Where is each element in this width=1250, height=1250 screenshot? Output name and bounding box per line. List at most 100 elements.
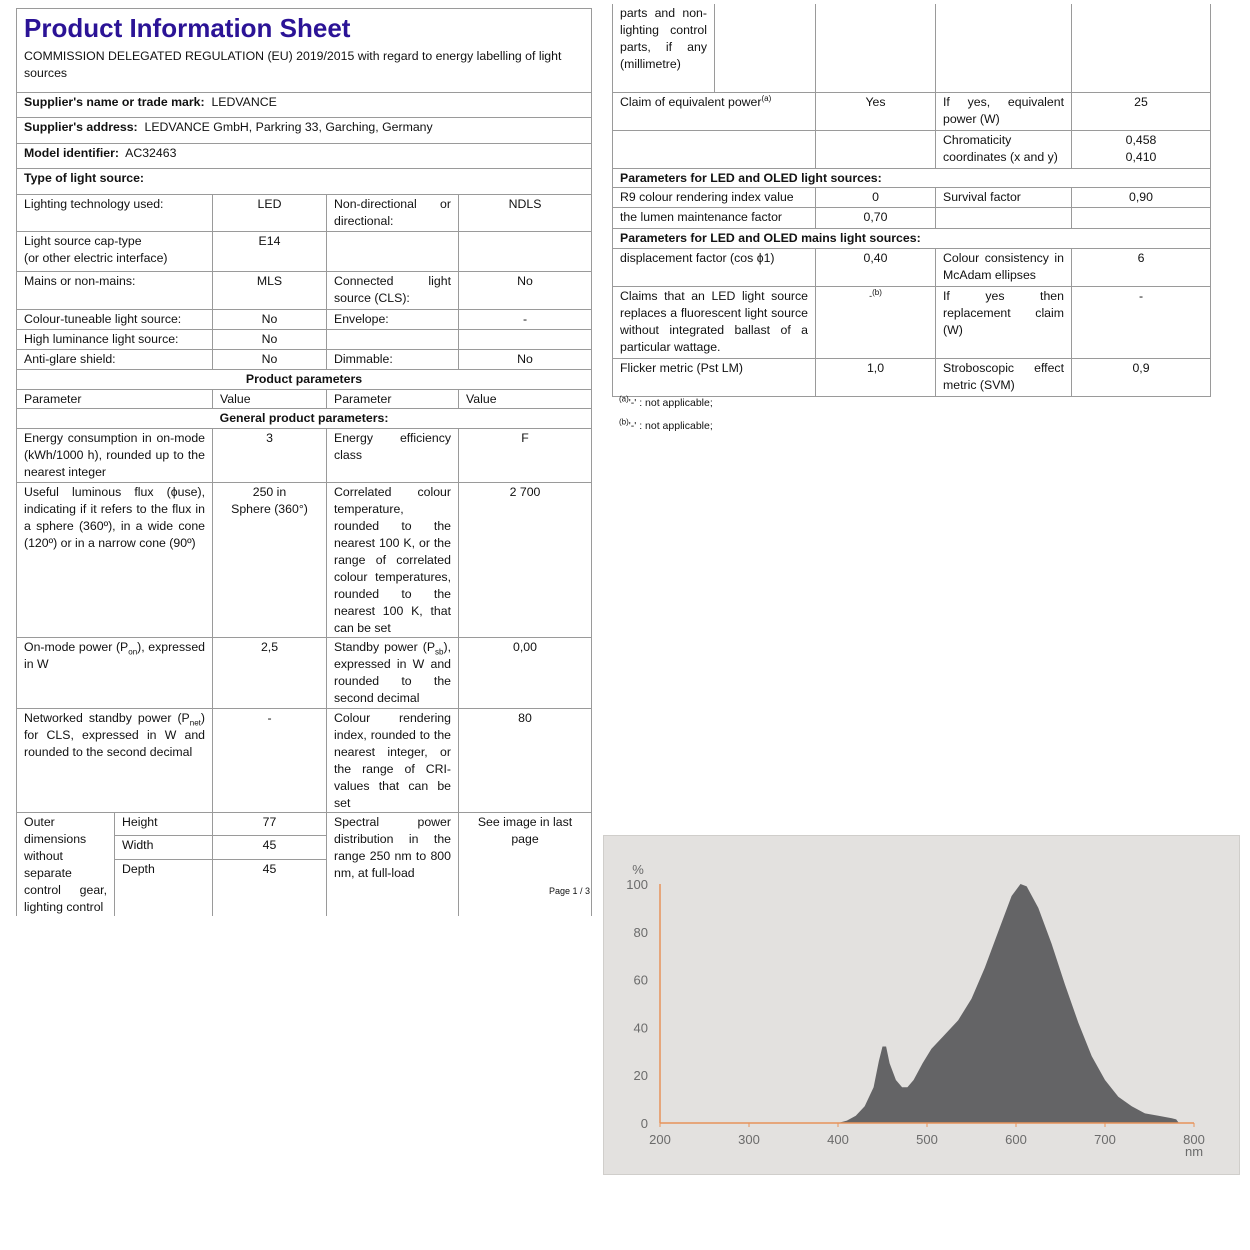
param-label: High luminance light source: <box>16 329 213 350</box>
supplier-address-row: Supplier's address: LEDVANCE GmbH, Parkr… <box>15 117 593 144</box>
param-value: 0 <box>815 186 936 208</box>
param-value: 2 700 <box>457 482 593 638</box>
label-subscript: net <box>189 718 201 728</box>
param-value: NDLS <box>457 194 593 232</box>
spectrum-area <box>838 884 1179 1123</box>
table-row: Light source cap-type (or other electric … <box>16 231 593 272</box>
table-row: Lighting technology used: LED Non-directio… <box>16 194 593 232</box>
param-value: 0,00 <box>457 637 593 709</box>
param-value <box>457 329 593 350</box>
table-row: the lumen maintenance factor 0,70 <box>612 206 1211 229</box>
depth-value: 45 <box>212 859 327 916</box>
x-tick-label: 200 <box>649 1132 671 1147</box>
param-label: displacement factor (cos ϕ1) <box>612 247 816 287</box>
table-row: Energy consumption in on-mode (kWh/1000 … <box>16 428 593 483</box>
x-tick-label: 400 <box>827 1132 849 1147</box>
param-label: If yes, equivalent power (W) <box>935 91 1072 131</box>
empty-cell <box>815 4 936 93</box>
width-value: 45 <box>212 835 327 861</box>
x-axis-label: nm <box>1185 1144 1203 1159</box>
table-row: Claims that an LED light source replaces… <box>612 285 1211 359</box>
param-value: F <box>457 428 593 483</box>
y-tick-label: 100 <box>626 877 648 892</box>
param-label: Stroboscopic effect metric (SVM) <box>935 357 1072 397</box>
chromaticity-x: 0,458 <box>1125 132 1157 147</box>
table-row: Mains or non-mains: MLS Connected light so… <box>16 271 593 310</box>
product-info-table-left: Product Information Sheet COMMISSION DEL… <box>15 8 593 916</box>
dimensions-label: Outer dimensions without separate contro… <box>16 812 115 916</box>
table-row: On-mode power (Pon), expressed in W 2,5 St… <box>16 637 593 709</box>
param-label: On-mode power (Pon), expressed in W <box>16 637 213 709</box>
mains-parameters-heading: Parameters for LED and OLED mains light … <box>612 227 1211 249</box>
param-label: Connected light source (CLS): <box>326 271 459 310</box>
empty-cell <box>935 4 1072 93</box>
param-label: Energy efficiency class <box>326 428 459 483</box>
param-value: See image in last page <box>457 812 593 916</box>
label-subscript: on <box>128 647 138 657</box>
footnote-ref: (a) <box>761 93 772 103</box>
label-text: Standby power (P <box>334 640 436 654</box>
param-label: the lumen maintenance factor <box>612 206 816 229</box>
product-info-table-right: parts and non-lighting control parts, if… <box>612 4 1211 397</box>
param-label: Light source cap-type (or other electric … <box>16 231 213 272</box>
footnote-ref: (b) <box>872 287 882 297</box>
table-row: Useful luminous flux (ϕuse), indicating … <box>16 482 593 638</box>
label-subscript: sb <box>435 647 444 657</box>
empty-cell <box>714 4 816 93</box>
param-value: 3 <box>212 428 327 483</box>
param-value: 1,0 <box>815 357 936 397</box>
regulation-text: COMMISSION DELEGATED REGULATION (EU) 201… <box>24 49 562 80</box>
column-header-parameter: Parameter <box>16 389 213 409</box>
param-label: Colour rendering index, rounded to the n… <box>326 708 459 813</box>
supplier-address: LEDVANCE GmbH, Parkring 33, Garching, Ge… <box>144 120 433 134</box>
dimensions-label-continued: parts and non-lighting control parts, if… <box>612 4 715 93</box>
table-row: Anti-glare shield: No Dimmable: No <box>16 349 593 370</box>
param-label <box>326 231 459 272</box>
supplier-name-row: Supplier's name or trade mark: LEDVANCE <box>15 92 593 118</box>
param-label: Chromaticity coordinates (x and y) <box>935 129 1072 169</box>
x-tick-label: 700 <box>1094 1132 1116 1147</box>
y-axis-label: % <box>632 862 644 877</box>
param-label <box>326 329 459 350</box>
empty-cell <box>935 206 1072 229</box>
label-text: ) for CLS, expressed in W and rounded to… <box>24 711 205 759</box>
param-value: 80 <box>457 708 593 813</box>
param-label: Lighting technology used: <box>16 194 213 232</box>
param-value: - <box>457 309 593 330</box>
table-row: parts and non-lighting control parts, if… <box>612 4 1211 93</box>
param-value: MLS <box>212 271 327 310</box>
param-label: Useful luminous flux (ϕuse), indicating … <box>16 482 213 638</box>
param-label: Standby power (Psb), expressed in W and … <box>326 637 459 709</box>
param-value: E14 <box>212 231 327 272</box>
y-tick-label: 80 <box>634 925 648 940</box>
param-label: Colour consistency in McAdam ellipses <box>935 247 1072 287</box>
width-label: Width <box>114 835 213 861</box>
general-parameters-heading: General product parameters: <box>15 408 593 429</box>
param-value: 6 <box>1071 247 1211 287</box>
table-row: R9 colour rendering index value 0 Survival… <box>612 186 1211 208</box>
table-row: displacement factor (cos ϕ1) 0,40 Colour c… <box>612 247 1211 287</box>
header-cell: Product Information Sheet COMMISSION DEL… <box>15 8 593 93</box>
depth-label: Depth <box>114 859 213 916</box>
param-value: No <box>212 309 327 330</box>
param-value: 0,90 <box>1071 186 1211 208</box>
param-label: Flicker metric (Pst LM) <box>612 357 816 397</box>
param-label: Colour-tuneable light source: <box>16 309 213 330</box>
empty-cell <box>612 129 816 169</box>
param-value: - <box>212 708 327 813</box>
param-value: 0,458 0,410 <box>1071 129 1211 169</box>
supplier-address-label: Supplier's address: <box>24 120 138 134</box>
supplier-name: LEDVANCE <box>211 95 277 109</box>
supplier-name-label: Supplier's name or trade mark: <box>24 95 205 109</box>
table-row: High luminance light source: No <box>16 329 593 350</box>
param-label: Energy consumption in on-mode (kWh/1000 … <box>16 428 213 483</box>
empty-cell <box>815 129 936 169</box>
label-text: Networked standby power (P <box>24 711 190 725</box>
flux-value: 250 in <box>252 485 287 499</box>
label-text: ), expressed in W <box>24 640 205 671</box>
param-value: 0,9 <box>1071 357 1211 397</box>
label-text: On-mode power (P <box>24 640 129 654</box>
y-tick-label: 40 <box>634 1020 648 1035</box>
param-value: LED <box>212 194 327 232</box>
footnote-mark: (b) <box>619 417 629 427</box>
